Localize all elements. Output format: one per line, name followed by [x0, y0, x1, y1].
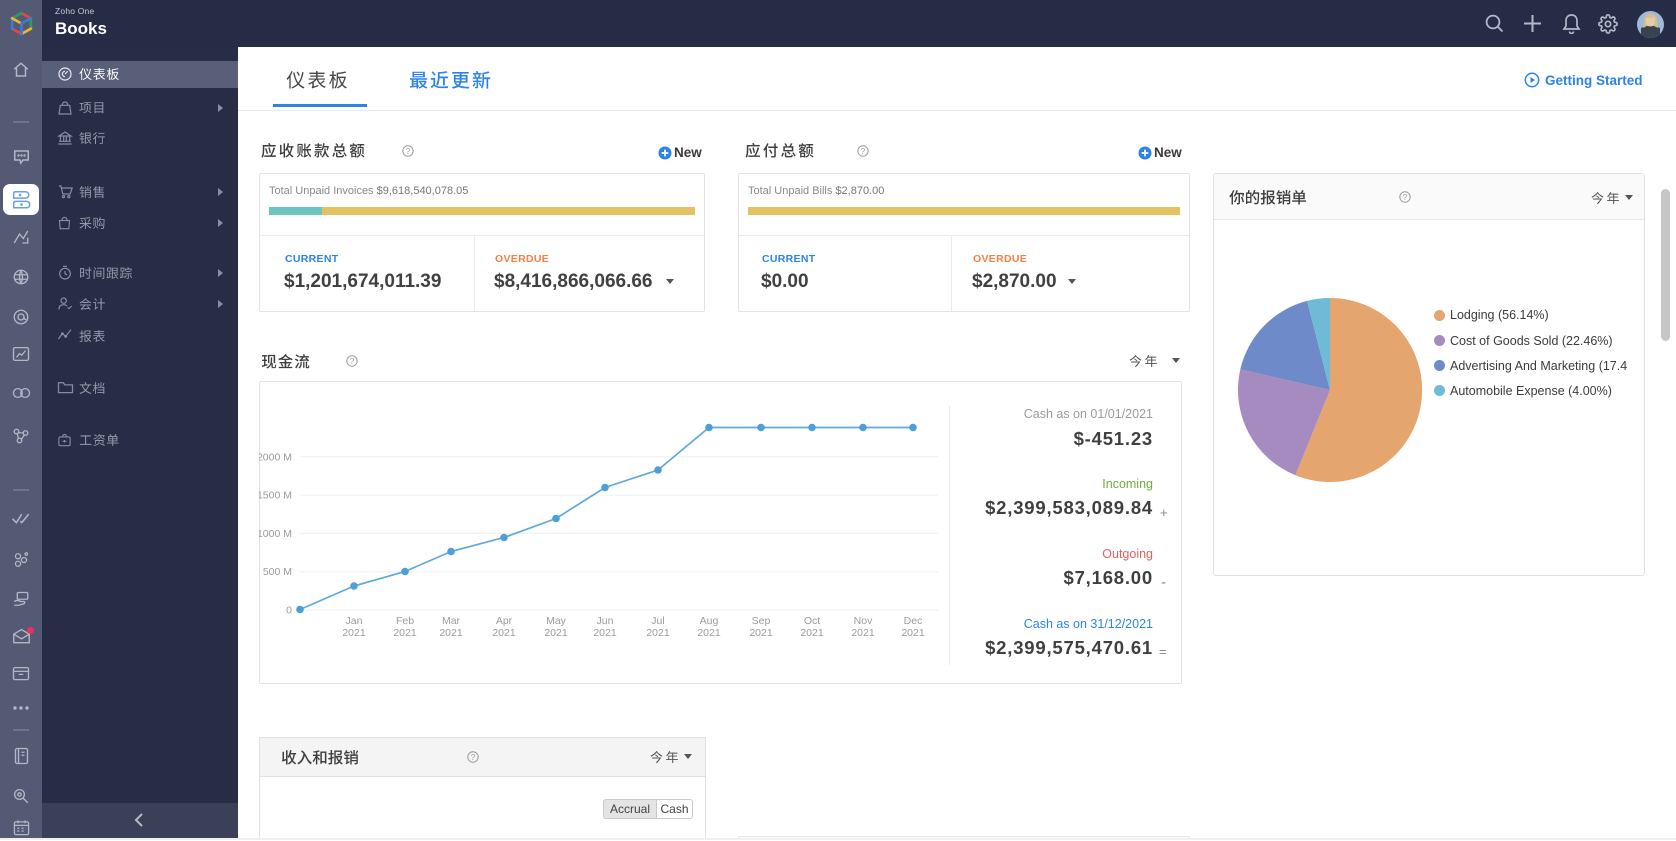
svg-text:Jul: Jul	[651, 615, 664, 627]
svg-text:?: ?	[406, 147, 411, 156]
svg-text:?: ?	[350, 357, 355, 366]
svg-text:2021: 2021	[901, 627, 925, 639]
svg-text:2021: 2021	[492, 627, 516, 639]
svg-text:Aug: Aug	[700, 615, 719, 627]
svg-text:May: May	[546, 615, 567, 627]
svg-text:2021: 2021	[342, 627, 366, 639]
svg-text:500 M: 500 M	[263, 566, 292, 578]
svg-text:?: ?	[861, 147, 866, 156]
svg-text:2021: 2021	[439, 627, 463, 639]
svg-text:Oct: Oct	[804, 615, 820, 627]
svg-text:?: ?	[471, 753, 476, 762]
svg-text:Feb: Feb	[396, 615, 414, 627]
svg-text:2021: 2021	[393, 627, 417, 639]
svg-text:2021: 2021	[544, 627, 568, 639]
svg-text:1500 M: 1500 M	[259, 490, 292, 502]
svg-text:Mar: Mar	[442, 615, 461, 627]
svg-text:2021: 2021	[646, 627, 670, 639]
svg-text:Dec: Dec	[904, 615, 923, 627]
svg-text:2021: 2021	[593, 627, 617, 639]
svg-text:?: ?	[1403, 193, 1408, 202]
svg-text:Nov: Nov	[854, 615, 873, 627]
svg-text:2021: 2021	[851, 627, 875, 639]
svg-text:2021: 2021	[749, 627, 773, 639]
svg-text:2021: 2021	[800, 627, 824, 639]
svg-text:Apr: Apr	[496, 615, 513, 627]
svg-text:Jan: Jan	[346, 615, 363, 627]
svg-text:0: 0	[286, 605, 292, 617]
svg-text:2000 M: 2000 M	[259, 451, 292, 463]
svg-text:Sep: Sep	[752, 615, 771, 627]
svg-text:Jun: Jun	[597, 615, 614, 627]
svg-text:1000 M: 1000 M	[259, 528, 292, 540]
svg-text:2021: 2021	[697, 627, 721, 639]
